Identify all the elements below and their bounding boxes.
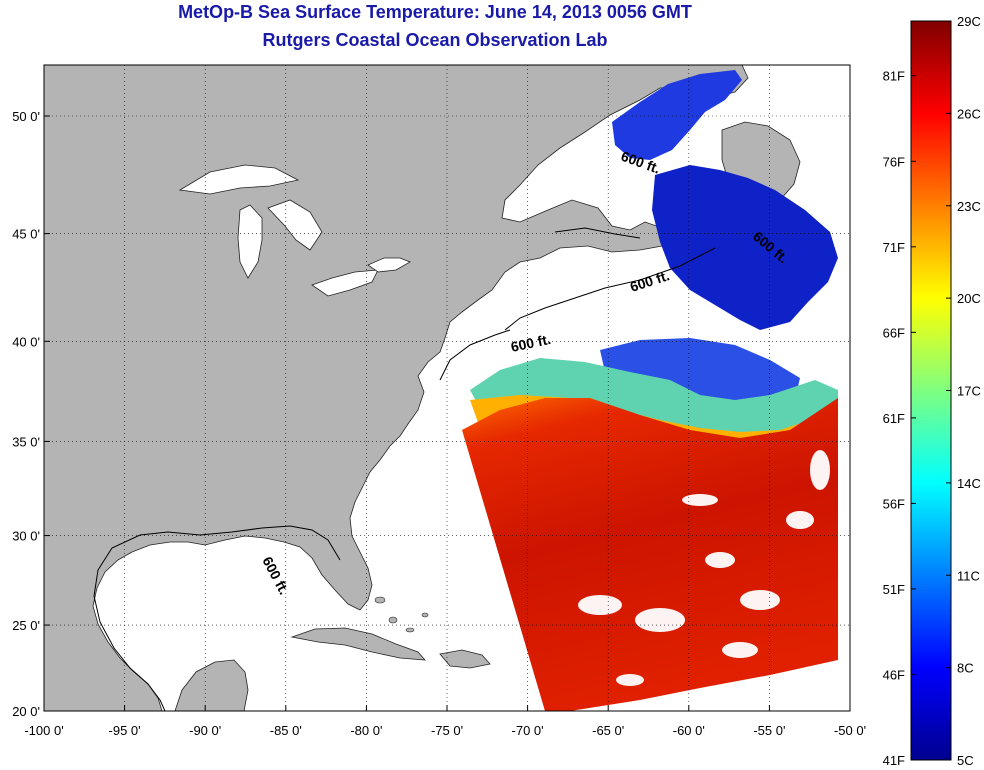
hispaniola-land (439, 649, 491, 669)
colorbar-fahrenheit-label: 56F (883, 496, 905, 511)
colorbar-celsius-label: 11C (957, 568, 980, 583)
north-america-land (44, 65, 749, 711)
lat-tick-label: 35 0' (12, 434, 40, 449)
cloud-patches (578, 450, 830, 686)
colorbar-fahrenheit-label: 66F (883, 325, 905, 340)
lat-tick-label: 20 0' (12, 704, 40, 719)
colorbar-celsius-label: 20C (957, 291, 981, 306)
cold-water-mid (600, 338, 800, 412)
map-subtitle: Rutgers Coastal Ocean Observation Lab (262, 30, 608, 50)
bahamas-islands (374, 596, 429, 633)
colorbar (910, 20, 952, 761)
cold-water-north (652, 165, 838, 330)
lon-tick-label: -75 0' (431, 723, 463, 738)
colorbar-celsius-label: 29C (957, 14, 981, 29)
lon-tick-label: -60 0' (673, 723, 705, 738)
lon-tick-label: -50 0' (834, 723, 866, 738)
great-lakes (178, 164, 411, 297)
map-area (44, 65, 850, 711)
colorbar-fahrenheit-label: 46F (883, 667, 905, 682)
warm-water-swath (462, 398, 838, 711)
latitude-labels: 50 0' 45 0' 40 0' 35 0' 30 0' 25 0' 20 0' (12, 109, 40, 719)
colorbar-celsius-label: 5C (957, 753, 974, 768)
lon-tick-label: -55 0' (753, 723, 785, 738)
colorbar-fahrenheit-label: 81F (883, 69, 905, 84)
colorbar-fahrenheit-label: 61F (883, 411, 905, 426)
lat-tick-label: 25 0' (12, 618, 40, 633)
lon-tick-label: -65 0' (592, 723, 624, 738)
colorbar-celsius-label: 17C (957, 384, 981, 399)
colorbar-celsius-label: 14C (957, 476, 981, 491)
lon-tick-label: -90 0' (189, 723, 221, 738)
graticule (43, 65, 851, 712)
colorbar-celsius-label: 8C (957, 661, 974, 676)
longitude-labels: -100 0' -95 0' -90 0' -85 0' -80 0' -75 0' -70… (24, 723, 866, 738)
lat-tick-label: 30 0' (12, 529, 40, 544)
lon-tick-label: -95 0' (109, 723, 141, 738)
colorbar-ticks: 29C 26C 23C 20C 17C 14C 11C 8C 5C 81F 76F 71F 66F 61F… (883, 14, 981, 768)
transition-band (470, 358, 838, 440)
colorbar-fahrenheit-label: 71F (883, 240, 905, 255)
lon-tick-label: -80 0' (350, 723, 382, 738)
colorbar-fahrenheit-label: 41F (883, 753, 905, 768)
colorbar-celsius-label: 26C (957, 106, 981, 121)
map-title: MetOp-B Sea Surface Temperature: June 14… (178, 2, 692, 22)
cold-water-gulf-st-lawrence (612, 70, 742, 160)
colorbar-celsius-label: 23C (957, 199, 981, 214)
lon-tick-label: -100 0' (24, 723, 63, 738)
lat-tick-label: 40 0' (12, 334, 40, 349)
yucatan-land (174, 659, 249, 711)
colorbar-fahrenheit-label: 76F (883, 154, 905, 169)
600ft-contour (93, 227, 716, 711)
lon-tick-label: -70 0' (512, 723, 544, 738)
lat-tick-label: 45 0' (12, 227, 40, 242)
lat-tick-label: 50 0' (12, 109, 40, 124)
colorbar-fahrenheit-label: 51F (883, 582, 905, 597)
cuba-land (290, 627, 426, 661)
lon-tick-label: -85 0' (270, 723, 302, 738)
